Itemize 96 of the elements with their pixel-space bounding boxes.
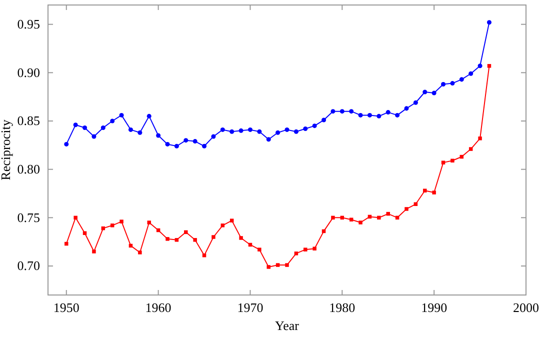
point bbox=[478, 136, 482, 140]
point bbox=[174, 238, 179, 242]
point bbox=[294, 252, 298, 256]
point bbox=[487, 64, 492, 68]
point bbox=[193, 238, 197, 242]
point bbox=[156, 133, 161, 138]
point bbox=[349, 109, 354, 114]
point bbox=[202, 144, 207, 148]
point bbox=[174, 144, 179, 148]
y-tick-label: 0.85 bbox=[17, 113, 40, 128]
y-tick-label: 0.80 bbox=[17, 161, 40, 176]
point bbox=[422, 90, 428, 94]
point bbox=[450, 81, 455, 86]
y-tick-label: 0.70 bbox=[17, 258, 40, 274]
point bbox=[110, 118, 115, 124]
point bbox=[238, 128, 244, 133]
point bbox=[441, 82, 446, 87]
point bbox=[146, 114, 152, 118]
point bbox=[184, 138, 188, 143]
point bbox=[331, 216, 335, 220]
point bbox=[386, 110, 390, 115]
point bbox=[147, 220, 151, 224]
point bbox=[312, 246, 316, 250]
point bbox=[220, 127, 225, 132]
point bbox=[257, 129, 262, 134]
point bbox=[358, 112, 363, 118]
point bbox=[74, 216, 78, 220]
point bbox=[82, 126, 88, 130]
point bbox=[468, 147, 473, 151]
point bbox=[230, 218, 234, 222]
point bbox=[377, 216, 381, 220]
point bbox=[404, 207, 408, 211]
point bbox=[120, 220, 124, 224]
point bbox=[423, 188, 427, 192]
point bbox=[212, 235, 216, 239]
point bbox=[322, 118, 326, 122]
point bbox=[119, 112, 124, 118]
x-axis-title: Year bbox=[275, 318, 300, 333]
point bbox=[432, 190, 436, 194]
point bbox=[395, 112, 400, 118]
x-tick-label: 1970 bbox=[237, 300, 264, 316]
point bbox=[386, 212, 390, 216]
y-tick-label: 0.75 bbox=[17, 210, 40, 225]
point bbox=[211, 134, 216, 139]
point bbox=[376, 114, 382, 118]
point bbox=[486, 20, 492, 25]
x-tick-label: 1950 bbox=[53, 300, 80, 316]
point bbox=[478, 64, 482, 68]
point bbox=[413, 100, 418, 105]
point bbox=[165, 142, 170, 146]
point bbox=[312, 124, 317, 128]
point bbox=[276, 130, 280, 135]
point bbox=[239, 236, 243, 240]
point bbox=[441, 160, 446, 164]
point bbox=[266, 265, 270, 269]
point bbox=[459, 77, 464, 82]
point bbox=[284, 127, 290, 132]
point bbox=[432, 90, 436, 96]
point bbox=[100, 126, 106, 130]
point bbox=[192, 139, 198, 144]
point bbox=[304, 248, 308, 252]
y-tick-label: 0.95 bbox=[17, 16, 40, 32]
x-tick-label: 1980 bbox=[329, 300, 356, 316]
point bbox=[92, 134, 96, 139]
point bbox=[294, 129, 298, 134]
point bbox=[303, 126, 308, 131]
point bbox=[64, 142, 69, 146]
point bbox=[468, 71, 474, 76]
point bbox=[367, 112, 372, 118]
point bbox=[349, 218, 354, 222]
y-tick-label: 0.90 bbox=[17, 64, 40, 80]
point bbox=[138, 130, 142, 135]
point bbox=[330, 109, 336, 114]
x-tick-label: 1990 bbox=[421, 300, 448, 316]
point bbox=[248, 127, 252, 132]
point bbox=[340, 109, 344, 114]
x-tick-label: 2000 bbox=[513, 300, 539, 316]
point bbox=[73, 122, 78, 128]
point bbox=[258, 248, 262, 252]
point bbox=[450, 158, 454, 163]
point bbox=[276, 263, 280, 267]
point bbox=[230, 129, 234, 134]
point bbox=[138, 250, 142, 254]
point bbox=[404, 106, 409, 111]
y-axis-title: Reciprocity bbox=[0, 119, 13, 180]
point bbox=[92, 250, 96, 254]
point bbox=[166, 237, 170, 241]
point bbox=[110, 224, 114, 228]
point bbox=[266, 137, 271, 142]
point bbox=[64, 242, 68, 246]
point bbox=[285, 263, 289, 267]
x-tick-label: 1960 bbox=[145, 300, 172, 316]
point bbox=[184, 230, 188, 234]
point bbox=[358, 220, 362, 224]
point bbox=[220, 224, 225, 228]
point bbox=[128, 127, 133, 132]
